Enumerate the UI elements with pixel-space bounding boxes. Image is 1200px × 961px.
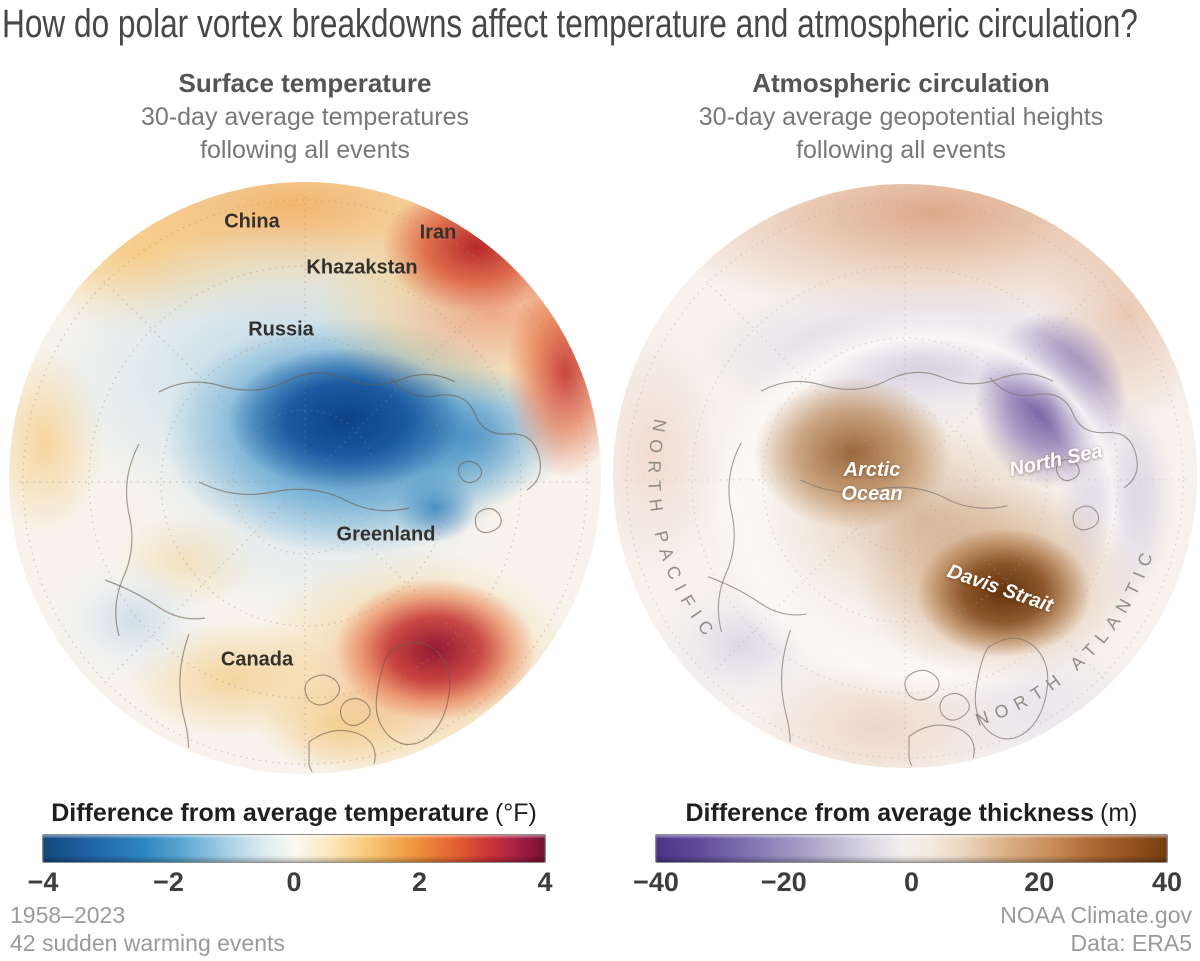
thickness-legend-title-text: Difference from average thickness [685,799,1095,827]
coastline-paths [104,372,542,772]
temperature-legend-unit: (°F) [494,799,537,827]
atmospheric-circulation-map: NORTH PACIFIC NORTH ATLANTIC Arctic Ocea… [613,184,1197,768]
temperature-tick-2: 0 [286,867,302,897]
north-pacific-curved-text: NORTH PACIFIC [644,418,722,645]
north-atlantic-label: NORTH ATLANTIC [973,543,1151,730]
temperature-tick-0: −4 [27,867,59,897]
left-panel-subtitle-1: 30-day average temperatures [141,103,469,131]
map-label-greenland: Greenland [336,523,436,546]
graticule-lines [618,193,1192,767]
thickness-tick-0: −40 [633,867,679,897]
surface-temperature-map: China Iran Khazakstan Russia Greenland C… [9,182,601,774]
temperature-tick-3: 2 [411,867,428,897]
thickness-tick-2: 0 [903,867,920,897]
right-panel-title: Atmospheric circulation [752,68,1050,98]
north-pacific-label: NORTH PACIFIC [644,418,714,645]
footer-source: NOAA Climate.gov [1000,902,1192,928]
map-label-khazakstan: Khazakstan [306,256,418,279]
temperature-legend-title-text: Difference from average temperature [51,799,489,827]
temperature-legend: Difference from average temperature (°F) … [0,799,610,897]
thickness-colorbar: −40 −20 0 20 40 [633,834,1182,897]
right-panel-subtitle-2: following all events [796,136,1006,164]
map-label-arctic-ocean: Arctic Ocean [841,458,902,506]
circulation-map-overlay: NORTH PACIFIC NORTH ATLANTIC [618,193,1192,767]
temperature-tick-4: 4 [537,867,553,897]
footer-left: 1958–2023 42 sudden warming events [10,901,285,957]
thickness-tick-1: −20 [760,867,807,897]
temperature-map-overlay [15,192,595,772]
footer-events: 42 sudden warming events [10,930,285,956]
map-label-iran: Iran [419,221,457,244]
map-label-china: China [224,210,280,233]
thickness-tick-4: 40 [1151,867,1183,897]
north-atlantic-curved-text: NORTH ATLANTIC [973,543,1159,730]
thickness-tick-3: 20 [1024,867,1055,897]
footer-period: 1958–2023 [10,902,126,928]
thickness-legend-title: Difference from average thickness (m) [655,799,1168,828]
temperature-legend-title: Difference from average temperature (°F) [42,799,546,828]
left-panel-heading: Surface temperature 30-day average tempe… [0,66,610,167]
coastline-paths [707,371,1138,767]
footer-right: NOAA Climate.gov Data: ERA5 [1000,901,1192,957]
arctic-ocean-line-2: Ocean [841,483,903,505]
right-panel-heading: Atmospheric circulation 30-day average g… [596,66,1200,167]
arctic-ocean-line-1: Arctic [843,459,901,481]
thickness-legend: Difference from average thickness (m) −40… [596,799,1200,897]
map-label-canada: Canada [220,648,294,671]
temperature-colorbar: −4 −2 0 2 4 [28,834,553,897]
right-panel-subtitle-1: 30-day average geopotential heights [698,103,1104,131]
temperature-tick-1: −2 [153,867,184,897]
map-label-russia: Russia [248,318,314,341]
left-panel-title: Surface temperature [178,68,432,98]
left-panel-subtitle-2: following all events [200,136,410,164]
figure-title: How do polar vortex breakdowns affect te… [2,2,1138,46]
footer-data-source: Data: ERA5 [1070,930,1192,956]
graticule-lines [15,192,595,772]
thickness-legend-unit: (m) [1100,799,1138,827]
